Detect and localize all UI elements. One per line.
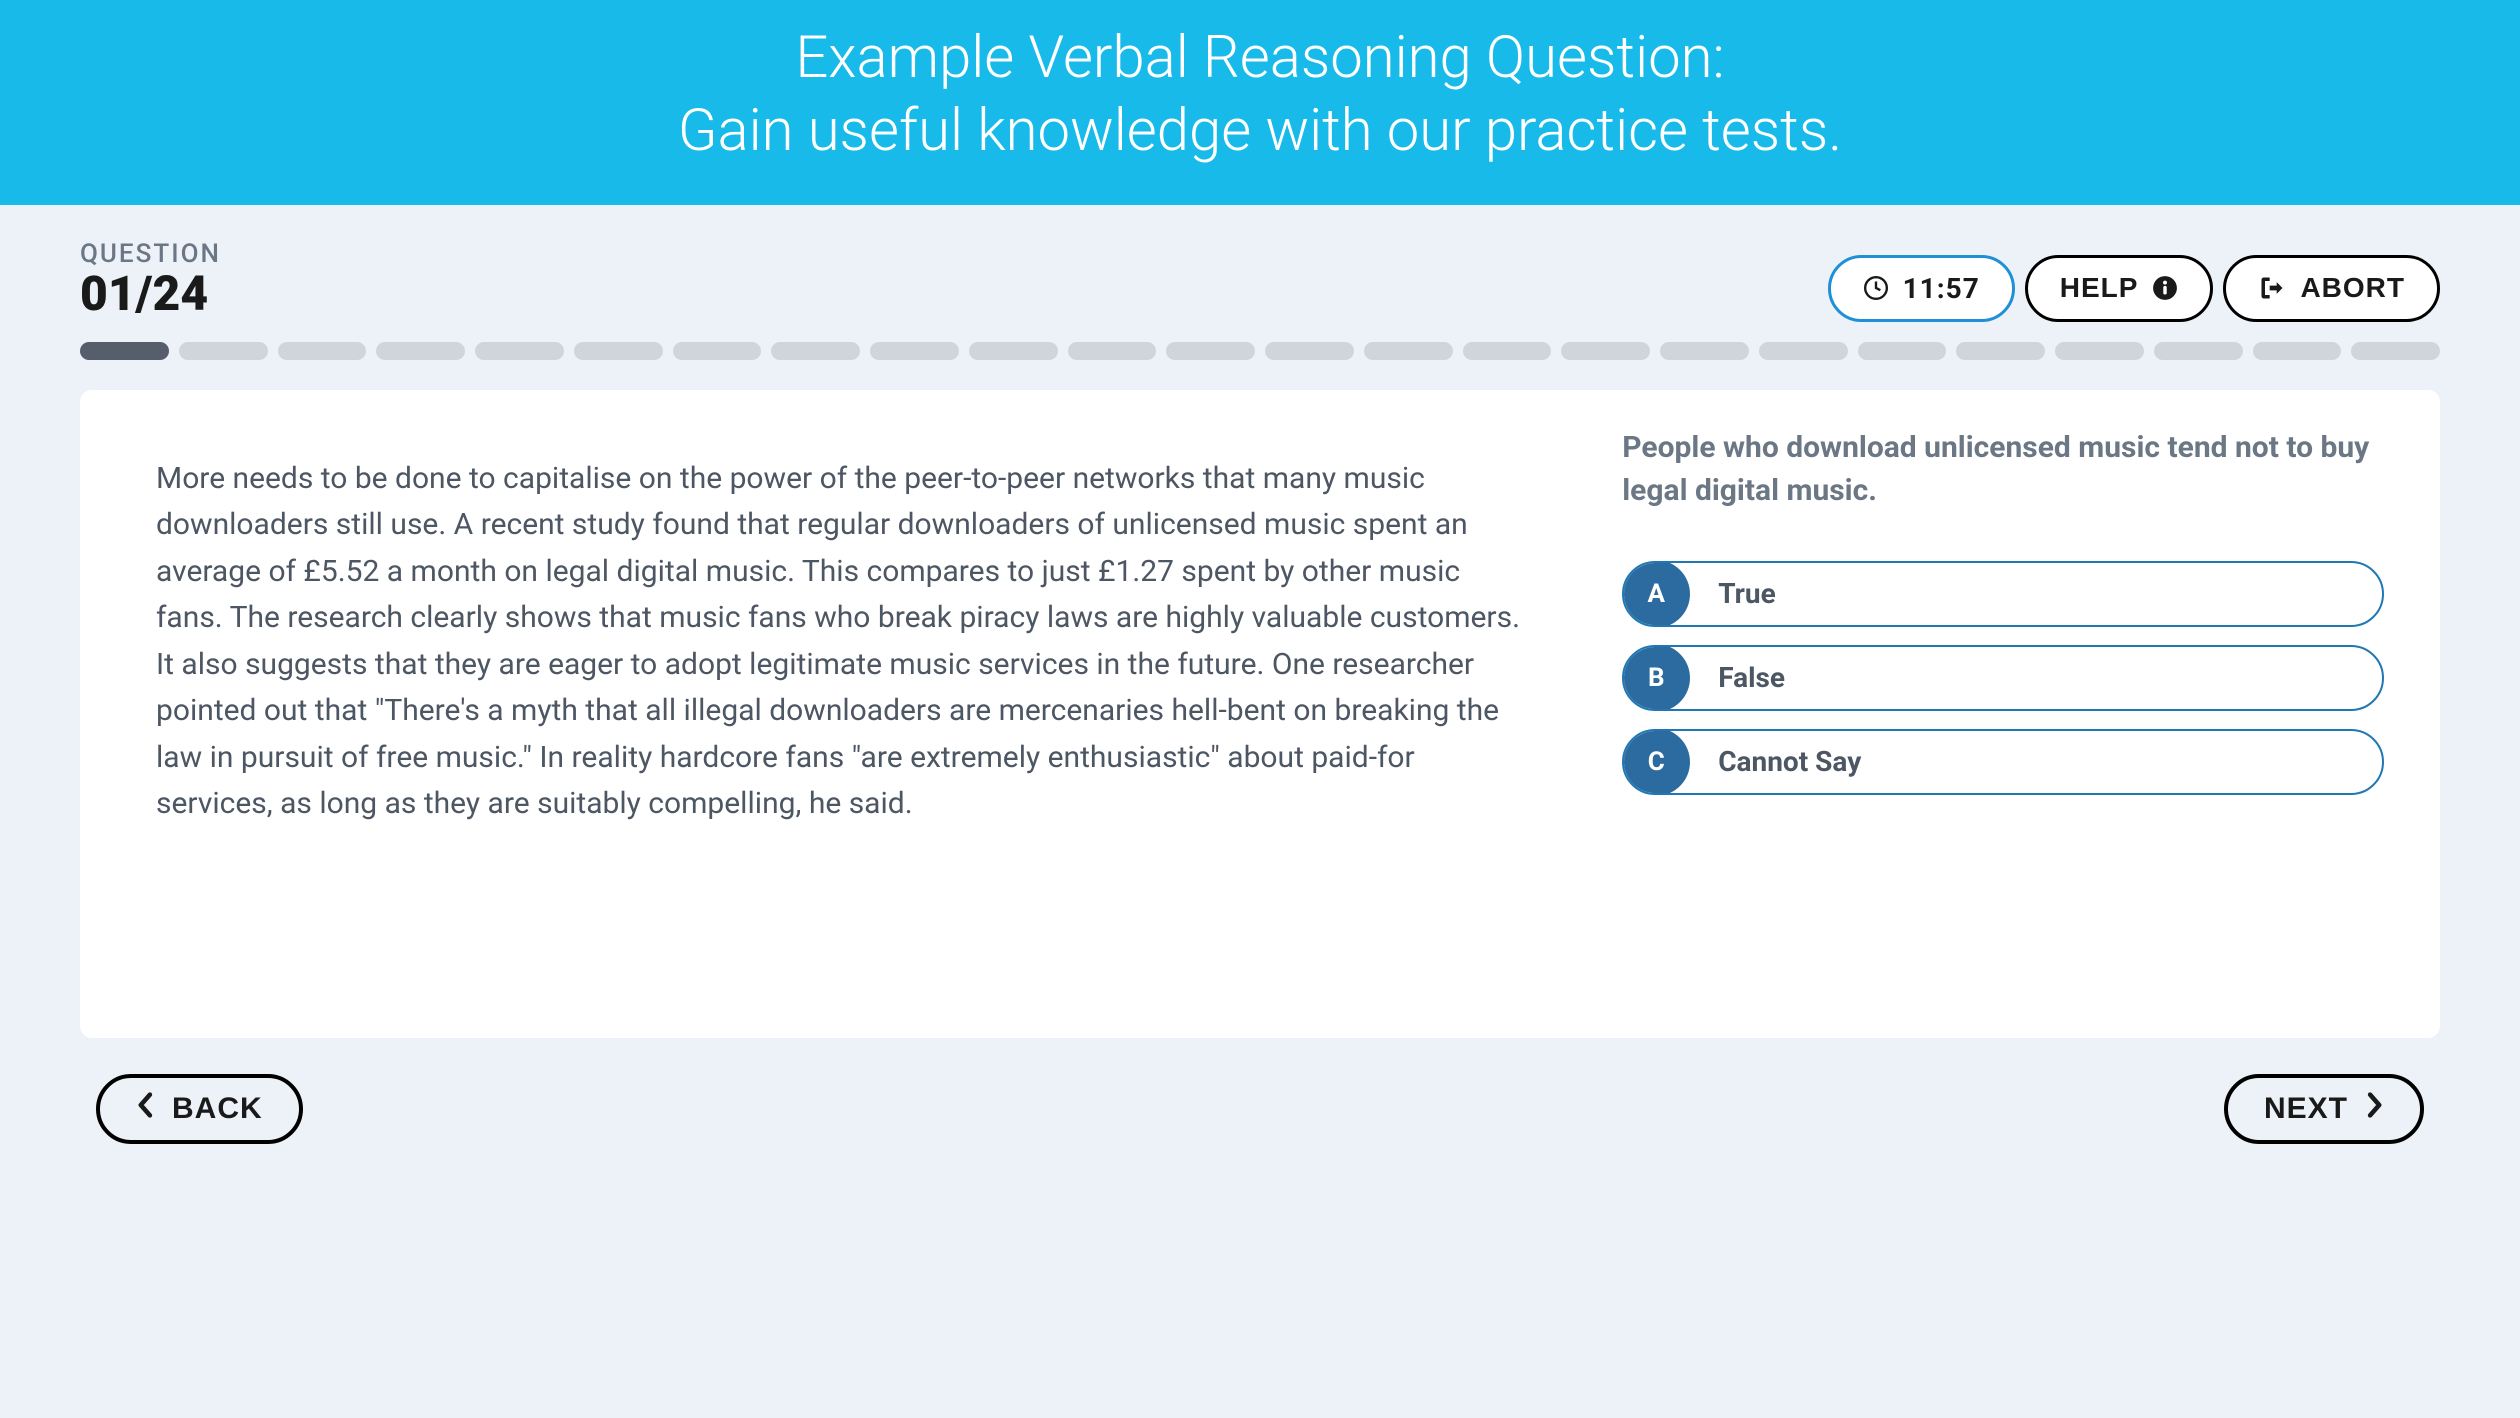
progress-segment [2351,342,2440,360]
progress-segment [969,342,1058,360]
option-label: Cannot Say [1690,745,1861,778]
bottom-nav: BACK NEXT [80,1038,2440,1144]
progress-segment [1166,342,1255,360]
exit-icon [2258,274,2286,302]
question-number: 01/24 [80,265,221,322]
next-label: NEXT [2264,1092,2348,1126]
option-letter: A [1622,561,1690,627]
clock-icon [1863,275,1889,301]
progress-segment [673,342,762,360]
content-wrap: QUESTION 01/24 11:57 HELP [0,205,2520,1144]
progress-segment [80,342,169,360]
back-button[interactable]: BACK [96,1074,303,1144]
progress-segment [1068,342,1157,360]
passage-column: More needs to be done to capitalise on t… [136,446,1552,838]
abort-button[interactable]: ABORT [2223,255,2440,322]
option-label: True [1690,577,1775,610]
progress-segment [475,342,564,360]
passage-text: More needs to be done to capitalise on t… [156,456,1532,828]
abort-label: ABORT [2300,272,2405,304]
progress-segment [1660,342,1749,360]
top-row: QUESTION 01/24 11:57 HELP [80,205,2440,342]
answer-option-b[interactable]: BFalse [1622,645,2384,711]
progress-segment [2253,342,2342,360]
option-label: False [1690,661,1785,694]
progress-segment [1858,342,1947,360]
progress-segment [376,342,465,360]
question-statement: People who download unlicensed music ten… [1622,426,2384,513]
hero-title-line-1: Example Verbal Reasoning Question: [0,24,2520,94]
progress-segment [1463,342,1552,360]
progress-segment [2154,342,2243,360]
answer-option-c[interactable]: CCannot Say [1622,729,2384,795]
progress-segment [179,342,268,360]
progress-segment [1265,342,1354,360]
info-icon [2152,275,2178,301]
progress-segment [870,342,959,360]
progress-segment [1364,342,1453,360]
timer-value: 11:57 [1903,272,1980,305]
help-button[interactable]: HELP [2025,255,2214,322]
help-label: HELP [2060,272,2139,304]
progress-segment [771,342,860,360]
chevron-left-icon [136,1092,156,1126]
progress-segment [1956,342,2045,360]
back-label: BACK [172,1092,263,1126]
answer-option-a[interactable]: ATrue [1622,561,2384,627]
progress-segment [1759,342,1848,360]
hero-title-line-2: Gain useful knowledge with our practice … [0,94,2520,169]
option-letter: C [1622,729,1690,795]
progress-segment [574,342,663,360]
progress-segment [1561,342,1650,360]
question-indicator: QUESTION 01/24 [80,239,221,322]
answer-column: People who download unlicensed music ten… [1622,446,2384,838]
hero-banner: Example Verbal Reasoning Question: Gain … [0,0,2520,205]
progress-segment [278,342,367,360]
question-card: More needs to be done to capitalise on t… [80,390,2440,1038]
timer-pill: 11:57 [1828,255,2015,322]
option-letter: B [1622,645,1690,711]
next-button[interactable]: NEXT [2224,1074,2424,1144]
top-buttons: 11:57 HELP [1828,255,2440,322]
chevron-right-icon [2364,1092,2384,1126]
progress-segment [2055,342,2144,360]
progress-bar [80,342,2440,390]
